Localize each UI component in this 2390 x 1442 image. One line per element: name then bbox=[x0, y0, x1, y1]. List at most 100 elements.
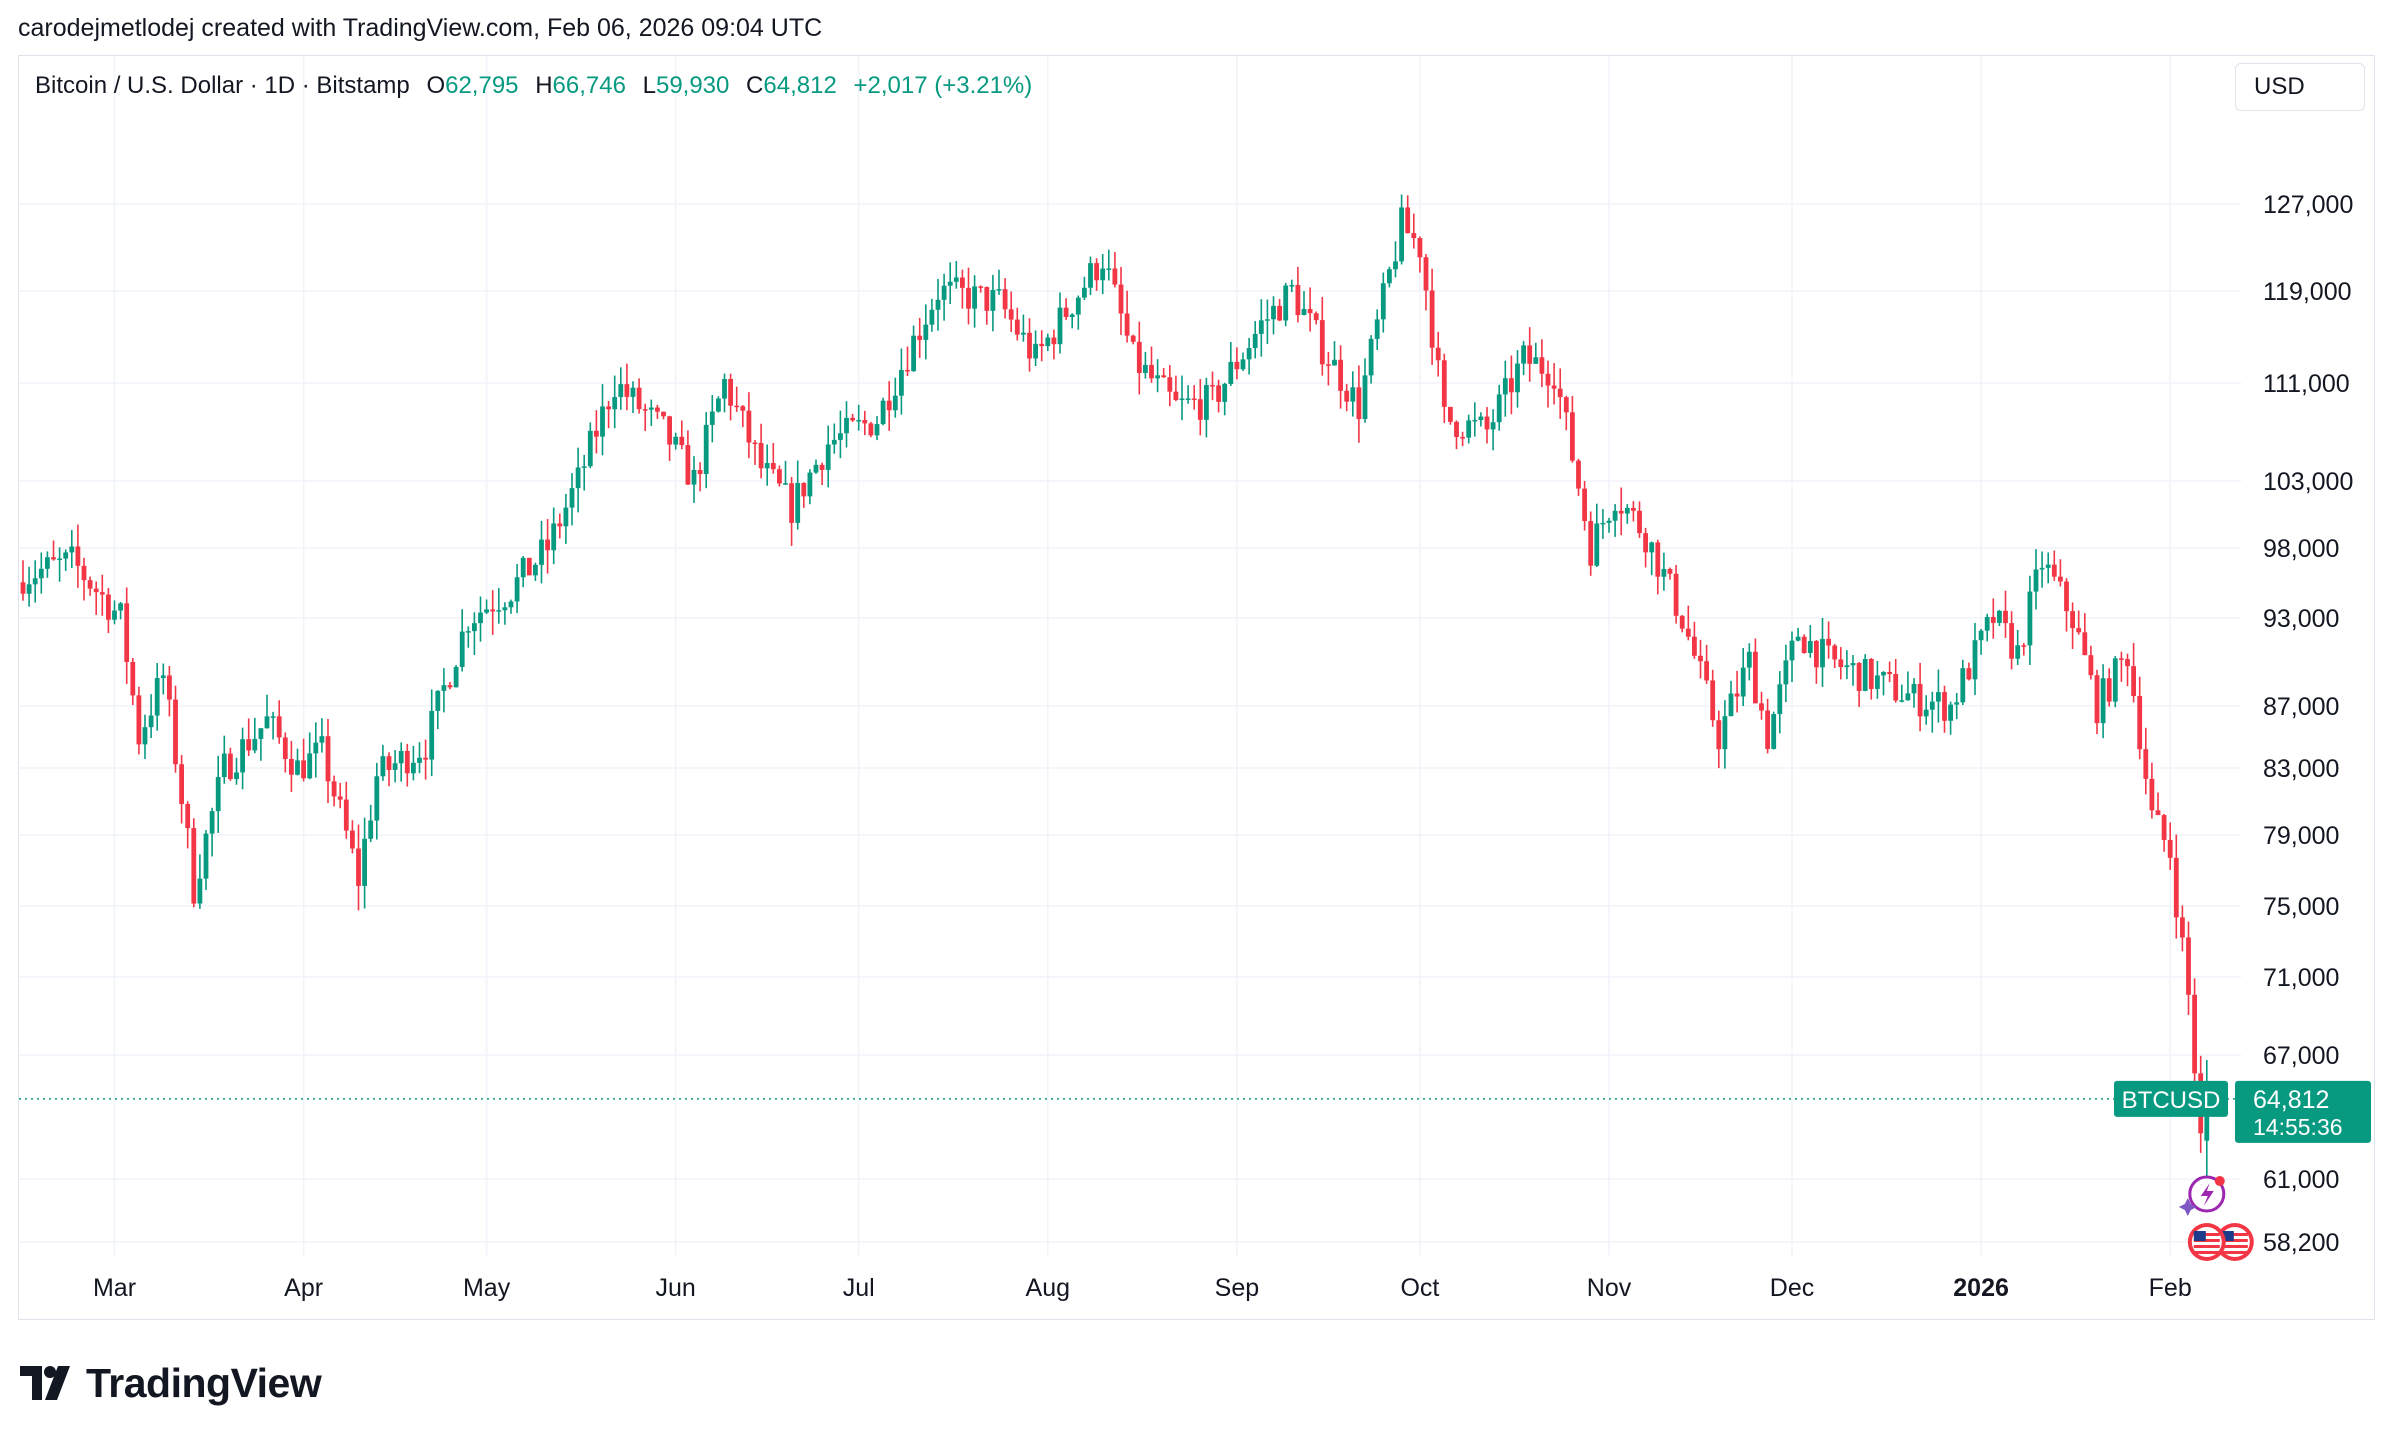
candle bbox=[722, 373, 727, 413]
candle-body bbox=[1588, 521, 1594, 566]
candle-body bbox=[2027, 591, 2033, 646]
candle-body bbox=[1917, 683, 1923, 717]
candle bbox=[1838, 647, 1844, 680]
candle-body bbox=[1014, 319, 1020, 335]
candle-body bbox=[1765, 710, 1770, 749]
candle bbox=[1106, 249, 1112, 281]
candle bbox=[1783, 644, 1789, 703]
candle bbox=[539, 520, 544, 584]
axis-price-countdown: 14:55:36 bbox=[2253, 1114, 2343, 1140]
tradingview-logo[interactable]: TradingView bbox=[20, 1358, 322, 1408]
candle-body bbox=[1545, 373, 1551, 386]
candle-body bbox=[1868, 658, 1874, 689]
candlestick-chart[interactable]: 127,000 119,000 111,000 103,000 98,000 93,000… bbox=[19, 56, 2376, 1321]
candle bbox=[947, 262, 953, 304]
candle bbox=[2192, 978, 2197, 1096]
candle bbox=[1441, 353, 1447, 423]
candle bbox=[295, 748, 300, 776]
candle bbox=[289, 740, 294, 792]
candle bbox=[1795, 627, 1801, 642]
candle-body bbox=[624, 384, 630, 397]
candle-body bbox=[697, 470, 703, 475]
candle-body bbox=[1301, 308, 1307, 316]
candle bbox=[26, 566, 32, 607]
candle-body bbox=[1228, 361, 1234, 384]
candle-body bbox=[1746, 651, 1752, 668]
candle-body bbox=[1246, 348, 1252, 360]
candle-body bbox=[508, 601, 514, 608]
candle bbox=[496, 588, 502, 624]
x-tick-label: 2026 bbox=[1953, 1274, 2009, 1302]
candle-body bbox=[941, 285, 947, 300]
candle bbox=[282, 732, 288, 773]
candle bbox=[1527, 327, 1533, 382]
candle-body bbox=[1149, 364, 1154, 379]
candle bbox=[234, 757, 239, 785]
candle-body bbox=[2173, 857, 2179, 918]
candle bbox=[2161, 813, 2167, 852]
candle bbox=[978, 285, 984, 293]
candle-body bbox=[2082, 632, 2088, 656]
candle bbox=[490, 590, 496, 635]
candle-body bbox=[502, 607, 508, 611]
candle bbox=[2186, 921, 2191, 1016]
candle-body bbox=[563, 507, 569, 527]
candle-body bbox=[411, 762, 416, 774]
event-flash-icon[interactable] bbox=[2178, 1175, 2226, 1216]
candle-body bbox=[179, 764, 184, 804]
candle bbox=[2112, 656, 2118, 708]
axis-price-bg bbox=[2235, 1080, 2371, 1143]
candle-body bbox=[1045, 337, 1051, 347]
candle bbox=[1204, 377, 1209, 438]
candle bbox=[886, 381, 892, 431]
candle-body bbox=[1008, 309, 1014, 320]
candle-body bbox=[600, 406, 605, 437]
candle-body bbox=[1795, 636, 1801, 641]
candle bbox=[917, 317, 923, 358]
candle-body bbox=[1509, 378, 1514, 393]
candle-body bbox=[264, 716, 270, 729]
candle-body bbox=[691, 470, 697, 485]
candle-body bbox=[716, 398, 721, 412]
candle-body bbox=[465, 631, 471, 633]
candle-body bbox=[197, 878, 203, 904]
candle-body bbox=[2039, 567, 2045, 570]
candle bbox=[1826, 621, 1831, 659]
candle-body bbox=[142, 727, 148, 745]
chart-panel[interactable]: 127,000 119,000 111,000 103,000 98,000 93,000… bbox=[18, 55, 2375, 1320]
us-flag-event-icon[interactable] bbox=[2187, 1223, 2226, 1261]
candle bbox=[1862, 654, 1868, 692]
currency-button[interactable]: USD bbox=[2235, 63, 2365, 111]
candle-body bbox=[1057, 307, 1063, 345]
candle-body bbox=[2143, 749, 2149, 779]
candle bbox=[1051, 329, 1057, 360]
candle-body bbox=[124, 603, 130, 662]
candle-body bbox=[1466, 420, 1472, 438]
candle-body bbox=[337, 796, 343, 800]
candle bbox=[1698, 639, 1703, 679]
candle bbox=[307, 732, 313, 780]
candle-body bbox=[1948, 704, 1953, 721]
candle bbox=[1350, 371, 1356, 417]
candle bbox=[1112, 252, 1118, 288]
candle-body bbox=[1289, 285, 1295, 287]
candle-body bbox=[343, 799, 349, 831]
candle-body bbox=[1954, 702, 1960, 705]
candle bbox=[2180, 905, 2185, 952]
candle bbox=[612, 375, 618, 429]
candle-body bbox=[606, 406, 611, 410]
candle bbox=[661, 411, 666, 420]
candle-body bbox=[1387, 269, 1392, 284]
candle bbox=[1551, 363, 1557, 405]
candle-body bbox=[2125, 659, 2130, 667]
candle bbox=[1984, 613, 1990, 642]
candle-body bbox=[679, 436, 685, 446]
candle bbox=[1954, 692, 1960, 720]
us-flag-event-icon[interactable] bbox=[2215, 1223, 2254, 1261]
candle bbox=[240, 727, 245, 790]
candle bbox=[2155, 792, 2161, 816]
candle bbox=[911, 325, 916, 372]
candle bbox=[838, 410, 843, 459]
candle bbox=[1606, 517, 1612, 533]
candle bbox=[624, 363, 630, 411]
